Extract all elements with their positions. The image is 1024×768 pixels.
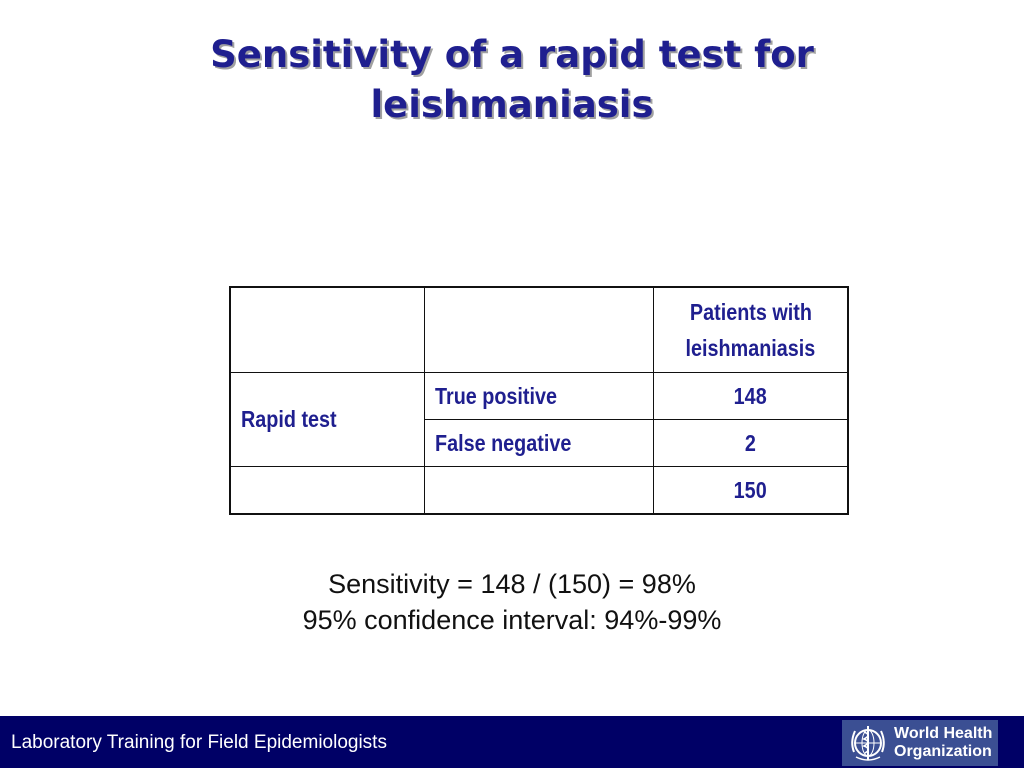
who-logo-line-1: World Health: [894, 725, 993, 742]
footer-text: Laboratory Training for Field Epidemiolo…: [11, 732, 387, 753]
confidence-interval: 95% confidence interval: 94%-99%: [302, 605, 722, 635]
total-empty-cell-2: [424, 466, 654, 515]
table-row: False negative 2: [230, 419, 849, 467]
who-logo-text: World Health Organization: [894, 725, 992, 761]
slide-title: Sensitivity of a rapid test for leishman…: [0, 30, 1024, 130]
who-emblem-icon: [851, 726, 885, 761]
header-line-2: leishmaniasis: [685, 335, 816, 361]
who-logo: World Health Organization: [842, 720, 998, 766]
row-value-cell: 2: [653, 419, 849, 467]
table-row: Rapid test True positive 148: [229, 372, 849, 467]
sensitivity-summary: Sensitivity = 148 / (150) = 98% 95% conf…: [0, 566, 1024, 638]
title-line-2: leishmaniasis: [370, 83, 654, 126]
sensitivity-formula: Sensitivity = 148 / (150) = 98%: [328, 569, 696, 599]
table-total-row: 150: [229, 466, 849, 515]
false-negative-value: 2: [744, 429, 756, 456]
row-label-cell: True positive: [424, 372, 654, 420]
true-positive-value: 148: [733, 382, 768, 409]
sensitivity-table: Patients with leishmaniasis Rapid test T…: [229, 286, 849, 515]
row-label-cell: False negative: [424, 419, 654, 467]
row-value-cell: 148: [653, 372, 849, 420]
title-line-1: Sensitivity of a rapid test for: [210, 33, 814, 76]
table-header-row: Patients with leishmaniasis: [229, 286, 849, 373]
who-logo-line-2: Organization: [894, 743, 992, 760]
header-line-1: Patients with: [689, 299, 812, 325]
total-value-cell: 150: [653, 466, 849, 515]
row-group-cell: Rapid test: [229, 372, 425, 467]
header-empty-cell-2: [424, 286, 654, 373]
row-group-label: Rapid test: [241, 406, 337, 432]
header-empty-cell-1: [229, 286, 425, 373]
false-negative-label: False negative: [435, 429, 572, 456]
true-positive-label: True positive: [435, 382, 558, 409]
total-value: 150: [733, 476, 768, 503]
total-empty-cell-1: [229, 466, 425, 515]
header-patients-cell: Patients with leishmaniasis: [653, 286, 849, 373]
